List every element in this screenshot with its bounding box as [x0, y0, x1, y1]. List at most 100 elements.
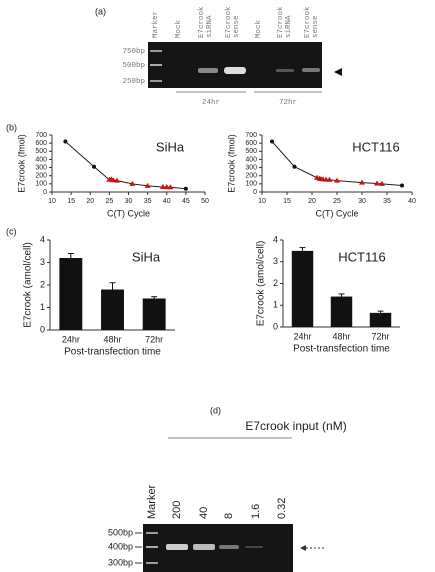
y-tick-label: 3 — [40, 257, 45, 267]
point — [167, 184, 174, 190]
point — [159, 183, 166, 189]
lane-label: 1.6 — [250, 504, 262, 519]
arrow-d-head — [300, 545, 306, 551]
x-tick-label: 25 — [333, 198, 341, 205]
lane-label: sense — [233, 15, 241, 38]
x-tick-label: 10 — [48, 198, 56, 205]
point — [92, 164, 97, 169]
y-tick-label: 500 — [35, 148, 47, 155]
panel-label: (a) — [95, 6, 106, 16]
point — [400, 183, 404, 188]
y-tick-label: 600 — [35, 140, 47, 147]
x-axis-label: Post-transfection time — [64, 347, 161, 358]
y-axis-label: E7crook (fmol) — [16, 134, 26, 193]
lane-label: Marker — [146, 484, 158, 519]
panel-label: (b) — [6, 122, 17, 132]
lane-label: 40 — [198, 507, 210, 519]
x-tick-label: 15 — [67, 198, 75, 205]
point — [359, 179, 365, 185]
point — [163, 184, 170, 190]
ladder-label: 500bp — [108, 527, 133, 537]
x-tick-label: 50 — [201, 198, 209, 205]
gel-a-bands — [150, 50, 320, 82]
lane-label: sense — [312, 15, 320, 38]
bar — [101, 289, 124, 330]
arrow-a — [334, 68, 342, 76]
y-tick-label: 4 — [273, 234, 278, 244]
lane-label: E7crook — [225, 6, 233, 38]
y-tick-label: 200 — [35, 173, 47, 180]
y-tick-label: 100 — [35, 181, 47, 188]
y-tick-label: 400 — [35, 156, 47, 163]
y-tick-label: 0 — [43, 189, 47, 196]
group-label: 24hr — [202, 99, 220, 107]
y-tick-label: 2 — [273, 278, 278, 288]
lane-label: Mock — [255, 19, 263, 38]
y-axis-label: E7crook (amol/cell) — [23, 242, 34, 328]
x-tick-label: 20 — [86, 198, 94, 205]
y-tick-label: 100 — [245, 181, 257, 188]
x-tick-label: 48hr — [103, 334, 121, 344]
x-tick-label: 40 — [408, 198, 416, 205]
y-tick-label: 700 — [35, 132, 47, 139]
point — [63, 139, 68, 144]
bar — [291, 250, 314, 327]
point — [183, 186, 188, 191]
x-tick-label: 30 — [358, 198, 366, 205]
x-tick-label: 20 — [308, 198, 316, 205]
ladder-label: 300bp — [108, 557, 133, 567]
ladder-label: 500bp — [122, 62, 145, 70]
y-tick-label: 400 — [245, 156, 257, 163]
y-tick-label: 1 — [273, 300, 278, 310]
lane-label: 8 — [223, 513, 235, 519]
x-tick-label: 72hr — [371, 331, 389, 341]
lane-label: siRNA — [206, 15, 214, 38]
y-tick-label: 0 — [273, 321, 278, 331]
lane-label: E7crook — [304, 6, 312, 38]
point — [334, 177, 340, 183]
x-tick-label: 25 — [105, 198, 113, 205]
y-tick-label: 600 — [245, 140, 257, 147]
x-tick-label: 30 — [125, 198, 133, 205]
point — [379, 180, 385, 186]
y-tick-label: 4 — [40, 234, 45, 244]
chart-title: SiHa — [132, 249, 161, 264]
x-tick-label: 45 — [182, 198, 190, 205]
lane-label: 0.32 — [276, 498, 288, 519]
y-tick-label: 3 — [273, 256, 278, 266]
x-tick-label: 24hr — [293, 331, 311, 341]
chart-title: HCT116 — [352, 139, 399, 154]
x-tick-label: 40 — [163, 198, 171, 205]
y-tick-label: 2 — [40, 279, 45, 289]
point — [114, 177, 121, 183]
gel-d — [143, 524, 293, 572]
bar — [142, 298, 166, 330]
y-axis-label: E7crook (amol/cell) — [256, 241, 267, 327]
ladder-label: 400bp — [108, 541, 133, 551]
x-axis-label: Post-transfection time — [293, 344, 390, 355]
bar — [330, 296, 353, 327]
gel-a — [148, 42, 322, 88]
point — [326, 176, 333, 182]
group-label: 72hr — [279, 99, 297, 107]
y-tick-label: 300 — [245, 164, 257, 171]
lane-label: E7crook — [277, 6, 285, 38]
lane-label: 200 — [171, 501, 183, 519]
chart-title: SiHa — [156, 139, 185, 154]
lane-label: Marker — [152, 11, 160, 38]
x-tick-label: 35 — [144, 198, 152, 205]
bar — [59, 258, 83, 330]
x-tick-label: 72hr — [145, 334, 163, 344]
ladder-label: 750bp — [122, 48, 145, 56]
panel-label: (d) — [210, 405, 221, 415]
gel-d-bands — [146, 532, 263, 564]
y-tick-label: 0 — [40, 324, 45, 334]
x-tick-label: 15 — [283, 198, 291, 205]
point — [144, 182, 151, 188]
x-tick-label: 24hr — [62, 334, 80, 344]
x-axis-label: C(T) Cycle — [316, 208, 359, 218]
x-axis-label: C(T) Cycle — [107, 208, 150, 218]
point — [110, 177, 117, 183]
